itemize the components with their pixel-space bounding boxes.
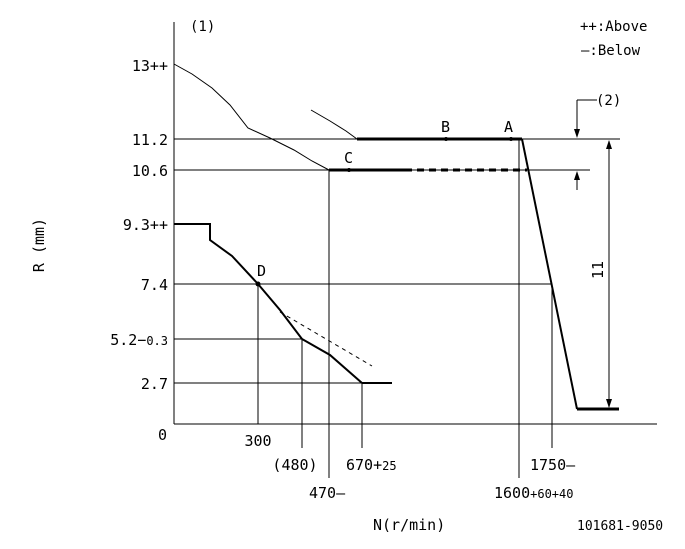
point-C-label: C — [344, 149, 353, 167]
lower-step-curve — [174, 223, 363, 384]
lower-dashed-line — [279, 311, 373, 367]
dimension-11-label: 11 — [589, 261, 607, 279]
x-tick-1600-tolerance: +60+40 — [530, 487, 573, 501]
x-tick-1750: 1750— — [530, 456, 576, 474]
x-tick-670-tolerance: 25 — [382, 459, 396, 473]
governor-slope — [521, 138, 578, 410]
y-tick-origin: 0 — [158, 426, 167, 444]
y-tick-2-7: 2.7 — [141, 375, 168, 393]
y-tick-5-2-value: 5.2− — [110, 331, 146, 349]
legend-below: —:Below — [581, 43, 641, 59]
point-B-dot — [444, 137, 448, 141]
point-C-dot — [347, 168, 351, 172]
point-B-label: B — [441, 118, 450, 136]
point-A-dot — [509, 137, 513, 141]
y-tick-11-2: 11.2 — [132, 131, 168, 149]
x-axis-label: N(r/min) — [373, 516, 445, 534]
note-1: (1) — [190, 19, 215, 35]
dim2-arrow-up — [574, 171, 580, 180]
upper-curve-right — [310, 109, 358, 140]
x-tick-470: 470— — [309, 484, 346, 502]
point-D-label: D — [257, 262, 266, 280]
point-A-label: A — [504, 118, 513, 136]
dim11-arrow-bottom — [606, 399, 612, 408]
x-tick-670-value: 670+ — [346, 456, 382, 474]
x-tick-1600: 1600+60+40 — [494, 484, 573, 502]
x-tick-670: 670+25 — [346, 456, 397, 474]
x-tick-300: 300 — [244, 432, 271, 450]
legend-above: ++:Above — [580, 19, 647, 35]
y-tick-5-2-tolerance: 0.3 — [146, 334, 168, 348]
y-axis-label: R (mm) — [30, 218, 48, 272]
drawing-code: 101681-9050 — [577, 519, 663, 534]
point-D-dot — [255, 281, 261, 287]
x-tick-1600-value: 1600 — [494, 484, 530, 502]
y-tick-9-3: 9.3++ — [123, 216, 168, 234]
y-tick-10-6: 10.6 — [132, 162, 168, 180]
note-2: (2) — [596, 93, 621, 109]
upper-curve-left — [173, 63, 330, 171]
y-tick-5-2: 5.2−0.3 — [110, 331, 168, 349]
dim2-arrow-down — [574, 129, 580, 138]
y-tick-13: 13++ — [132, 57, 168, 75]
dim11-arrow-top — [606, 140, 612, 149]
y-tick-7-4: 7.4 — [141, 276, 168, 294]
x-tick-480: (480) — [272, 456, 317, 474]
